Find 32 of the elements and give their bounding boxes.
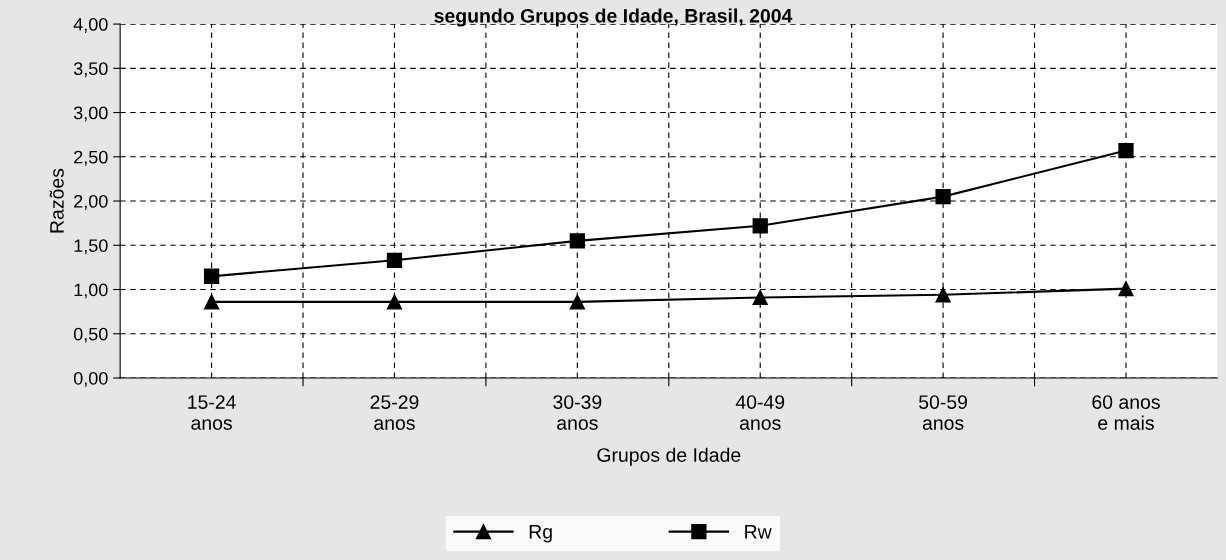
y-tick-label: 0,50 — [73, 327, 108, 343]
point — [569, 233, 585, 249]
y-tick-label: 1,50 — [74, 239, 108, 255]
point — [386, 294, 403, 310]
y-tick-label: 1,00 — [74, 283, 108, 299]
point — [386, 252, 403, 268]
point — [203, 294, 220, 310]
y-axis-title: Razões — [49, 168, 64, 233]
y-tick-label: 2,00 — [74, 194, 108, 210]
chart-title: segundo Grupos de Idade, Brasil, 2004 — [434, 8, 793, 27]
legend-label: Rg — [529, 525, 552, 543]
x-tick-label: 50-59 anos — [919, 395, 968, 430]
x-tick-label: 30-39 anos — [553, 395, 602, 430]
y-tick-label: 3,00 — [73, 106, 108, 122]
legend-label: Rw — [745, 525, 772, 539]
point — [1118, 280, 1134, 297]
point — [1118, 142, 1134, 159]
x-tick-label: 15-24 anos — [188, 395, 236, 430]
point — [203, 268, 220, 284]
point — [569, 294, 585, 310]
y-tick-label: 2,50 — [74, 150, 108, 166]
y-tick-label: 3,50 — [73, 62, 108, 78]
x-tick-label: 40-49 anos — [735, 395, 785, 430]
point — [935, 287, 951, 303]
x-axis-title: Grupos de Idade — [597, 447, 741, 466]
point — [752, 289, 768, 306]
y-tick-label: 0,00 — [73, 371, 108, 387]
x-tick-label: 60 anos e mais — [1092, 395, 1160, 430]
point — [935, 188, 951, 205]
x-tick-label: 25-29 anos — [370, 395, 419, 430]
y-tick-label: 4,00 — [73, 18, 108, 33]
point — [752, 218, 768, 234]
